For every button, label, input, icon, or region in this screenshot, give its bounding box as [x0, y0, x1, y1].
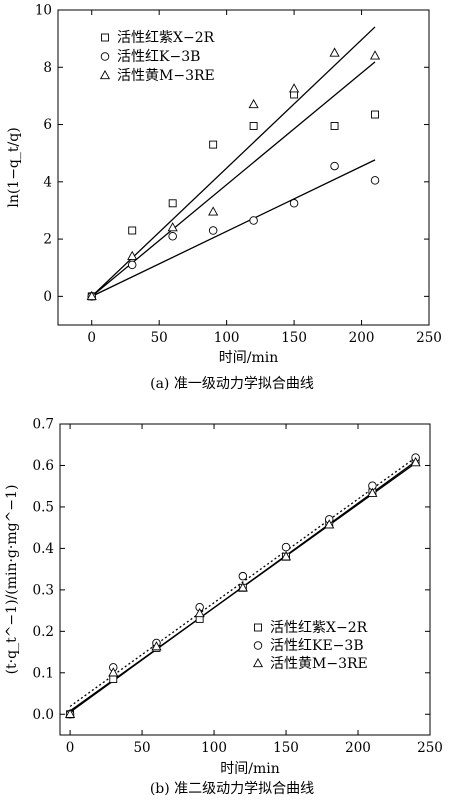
data-point [128, 226, 137, 235]
fit-line [91, 159, 376, 297]
data-point [329, 47, 340, 57]
data-point [109, 675, 118, 683]
legend-label: 活性红紫X−2R [270, 620, 368, 636]
x-tick-label: 200 [345, 740, 371, 756]
x-tick-label: 100 [214, 330, 240, 346]
legend-marker [100, 52, 110, 61]
data-point [238, 571, 248, 581]
data-point [289, 83, 300, 93]
x-axis-label: 时间/min [219, 350, 279, 366]
data-point [167, 222, 178, 232]
x-tick-label: 250 [416, 330, 442, 346]
chart-caption: (b) 准二级动力学拟合曲线 [150, 781, 314, 797]
data-point [208, 206, 219, 216]
data-point [208, 226, 218, 235]
data-point [248, 98, 259, 109]
data-point [127, 250, 138, 260]
data-point [151, 641, 162, 651]
fit-line [91, 61, 376, 297]
data-point [168, 199, 177, 208]
data-point [127, 260, 137, 270]
y-axis-label: ln(1−q_t/q) [6, 127, 22, 207]
data-point [410, 457, 421, 467]
data-point [108, 667, 119, 677]
y-tick-label: 0.0 [33, 707, 54, 723]
data-point [237, 582, 248, 592]
y-axis-label: (t·q_t^−1)/(min·g·mg^−1) [4, 485, 20, 675]
data-point [249, 122, 258, 130]
y-tick-label: 0.4 [33, 541, 54, 557]
legend-marker [101, 33, 109, 42]
y-tick-label: 10 [35, 3, 52, 19]
data-point [281, 542, 291, 552]
data-point [367, 487, 378, 497]
x-tick-label: 150 [273, 740, 299, 756]
data-point [280, 551, 292, 561]
fit-line [69, 457, 416, 707]
chart-a-pseudo-first-order: 0 50 100 150 200 250 0 2 4 6 8 10 时间/min ln(1−q_t/q) (… [6, 3, 442, 393]
y-tick-label: 0.5 [33, 499, 54, 515]
data-point [65, 708, 76, 718]
data-point [371, 110, 379, 119]
x-tick-label: 50 [151, 330, 168, 346]
data-point [370, 176, 380, 185]
x-tick-label: 250 [417, 740, 443, 756]
plot-frame [57, 9, 430, 326]
x-axis-label: 时间/min [220, 761, 280, 777]
x-tick-label: 150 [281, 330, 307, 346]
y-tick-label: 6 [43, 117, 52, 133]
y-tick-label: 0.3 [33, 582, 54, 598]
y-tick-label: 0.2 [33, 624, 54, 640]
x-tick-label: 100 [201, 740, 227, 756]
data-point [324, 519, 335, 529]
data-point [209, 140, 218, 149]
legend-label: 活性红紫X−2R [117, 30, 215, 46]
y-tick-label: 4 [43, 174, 52, 190]
fit-line [91, 26, 376, 297]
data-point [330, 122, 339, 130]
y-tick-label: 8 [43, 60, 52, 76]
x-tick-label: 200 [349, 330, 375, 346]
legend-label: 活性红K−3B [117, 49, 200, 65]
y-tick-label: 0.7 [33, 417, 54, 433]
legend-marker [253, 641, 263, 650]
data-point [249, 216, 258, 225]
legend-label: 活性黄M−3RE [117, 67, 215, 84]
data-point [194, 607, 205, 618]
y-tick-label: 0.6 [33, 458, 54, 474]
legend-marker [99, 69, 111, 80]
data-point [330, 161, 339, 171]
y-tick-label: 0.1 [33, 665, 54, 681]
data-point [369, 50, 381, 60]
data-point [289, 199, 299, 208]
chart-b-pseudo-second-order: 0 50 100 150 200 250 0.0 0.1 0.2 0.3 0.4 0.5 0.6 0.7 时… [4, 417, 443, 798]
plot-frame [59, 423, 431, 736]
legend-marker [254, 623, 262, 632]
chart-caption: (a) 准一级动力学拟合曲线 [150, 376, 314, 392]
data-point [168, 231, 177, 241]
data-point [86, 290, 97, 301]
legend-marker [252, 657, 264, 668]
y-tick-label: 0 [43, 289, 52, 305]
legend-label: 活性红KE−3B [270, 638, 364, 654]
x-tick-label: 50 [133, 740, 150, 756]
y-tick-label: 2 [43, 232, 52, 248]
x-tick-label: 0 [66, 740, 75, 756]
legend-label: 活性黄M−3RE [270, 655, 368, 672]
x-tick-label: 0 [87, 330, 96, 346]
